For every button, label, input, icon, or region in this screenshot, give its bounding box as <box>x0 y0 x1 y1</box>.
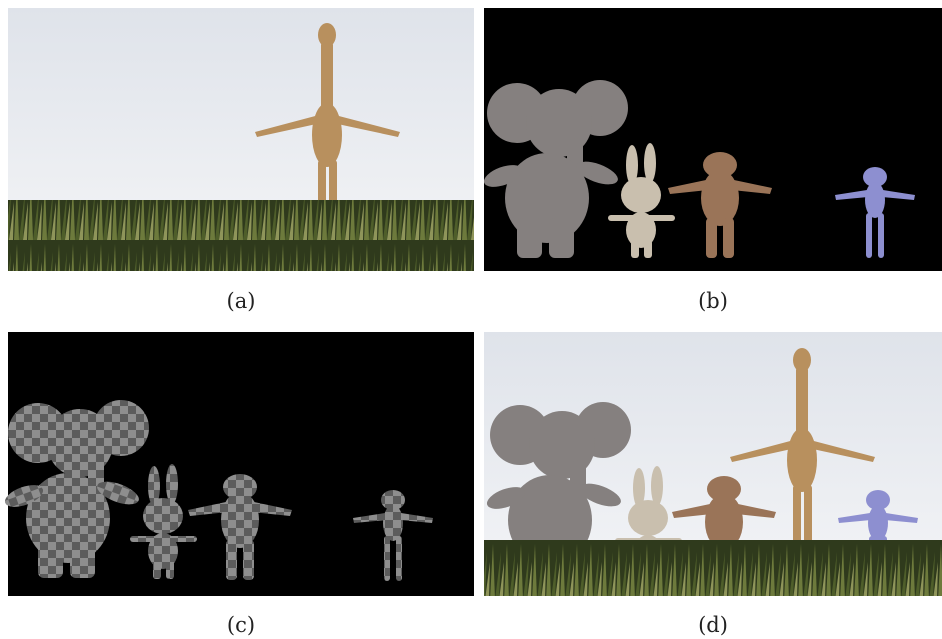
panel-d <box>484 332 942 596</box>
grass <box>8 200 474 271</box>
caption: (b) <box>698 289 728 313</box>
grass <box>484 540 942 596</box>
panel-a <box>8 8 474 271</box>
caption: (a) <box>227 289 256 313</box>
panel-b <box>481 8 942 271</box>
caption: (c) <box>227 613 255 637</box>
figure: (a) (b) (c) (d) <box>0 0 942 639</box>
page: (a) (b) (c) (d) (() => { const data = JS… <box>0 0 942 639</box>
caption: (d) <box>698 613 728 637</box>
panel-c <box>2 332 474 596</box>
